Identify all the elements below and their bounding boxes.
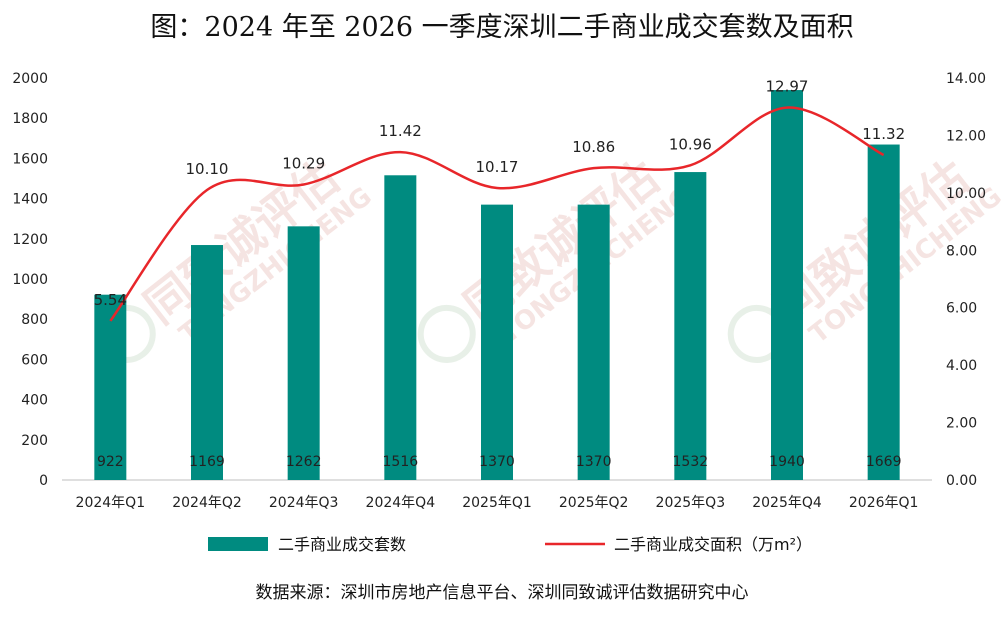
legend: 二手商业成交套数 二手商业成交面积（万m²） — [208, 535, 812, 554]
y-left-tick-label: 1800 — [12, 111, 48, 127]
y-right-tick-label: 6.00 — [946, 301, 977, 317]
bar — [867, 144, 900, 480]
source-note: 数据来源：深圳市房地产信息平台、深圳同致诚评估数据研究中心 — [256, 583, 749, 603]
line-value-label: 10.10 — [186, 160, 229, 178]
bar — [287, 226, 320, 480]
y-left-tick-label: 600 — [21, 352, 48, 368]
line-value-label: 10.96 — [669, 135, 712, 153]
x-tick-label: 2025年Q3 — [656, 495, 726, 511]
y-right-tick-label: 12.00 — [946, 128, 986, 144]
x-tick-label: 2024年Q3 — [269, 495, 339, 511]
bar — [481, 204, 513, 480]
line-value-label: 11.32 — [862, 125, 905, 143]
bar-value-label: 1516 — [383, 454, 419, 470]
line-value-label: 12.97 — [766, 78, 809, 96]
y-left-tick-label: 400 — [21, 393, 48, 409]
y-right-tick-label: 0.00 — [946, 473, 977, 489]
x-tick-label: 2024年Q1 — [76, 495, 146, 511]
y-right-tick-label: 8.00 — [946, 243, 977, 259]
line-value-label: 10.17 — [476, 158, 519, 176]
bar — [191, 245, 223, 480]
y-right-tick-label: 10.00 — [946, 186, 986, 202]
y-right-tick-label: 14.00 — [946, 71, 986, 87]
series-line — [109, 106, 885, 322]
y-right-tick-label: 2.00 — [946, 416, 977, 432]
bar-value-label: 1532 — [673, 454, 709, 470]
bar-value-label: 1940 — [769, 454, 805, 470]
bar — [771, 90, 803, 480]
y-left-tick-label: 800 — [21, 312, 48, 328]
line-value-label: 11.42 — [379, 122, 422, 140]
x-tick-label: 2024年Q2 — [172, 495, 242, 511]
y-left-tick-label: 1200 — [12, 232, 48, 248]
x-tick-label: 2025年Q4 — [752, 495, 822, 511]
x-tick-label: 2024年Q4 — [366, 495, 436, 511]
watermark-layer: 同致诚评估TONGZHICHENG同致诚评估TONGZHICHENG同致诚评估T… — [97, 150, 1005, 363]
x-tick-label: 2025年Q1 — [462, 495, 532, 511]
bar-value-label: 1262 — [286, 454, 322, 470]
bar-value-label: 1169 — [189, 454, 225, 470]
bars-layer — [94, 90, 900, 480]
line-value-label: 10.29 — [282, 155, 325, 173]
y-left-tick-label: 1000 — [12, 272, 48, 288]
bar-value-label: 1370 — [576, 454, 612, 470]
bar — [94, 294, 127, 480]
legend-bar-swatch — [208, 537, 268, 551]
y-left-tick-label: 0 — [39, 473, 48, 489]
legend-bar-label: 二手商业成交套数 — [278, 535, 406, 554]
bar-value-label: 1669 — [866, 454, 902, 470]
y-left-tick-label: 2000 — [12, 71, 48, 87]
labels-layer: 922 1169 1262 1516 1370 1370 1532 1940 1669 5.54 1… — [94, 78, 906, 470]
chart-title: 图：2024 年至 2026 一季度深圳二手商业成交套数及面积 — [150, 12, 853, 43]
legend-line-label: 二手商业成交面积（万m²） — [614, 535, 812, 554]
y-left-tick-label: 200 — [21, 433, 48, 449]
bar — [674, 172, 707, 480]
x-tick-label: 2025年Q2 — [559, 495, 629, 511]
line-layer — [109, 106, 885, 322]
line-value-label: 10.86 — [572, 138, 615, 156]
y-left-tick-label: 1400 — [12, 192, 48, 208]
x-tick-label: 2026年Q1 — [849, 495, 919, 511]
bar-value-label: 922 — [97, 454, 124, 470]
line-value-label: 5.54 — [94, 291, 127, 309]
bar-value-label: 1370 — [479, 454, 515, 470]
y-left-tick-label: 1600 — [12, 151, 48, 167]
watermark-logo-icon — [417, 304, 476, 363]
bar — [384, 175, 417, 480]
y-right-tick-label: 4.00 — [946, 358, 977, 374]
bar — [577, 204, 610, 480]
